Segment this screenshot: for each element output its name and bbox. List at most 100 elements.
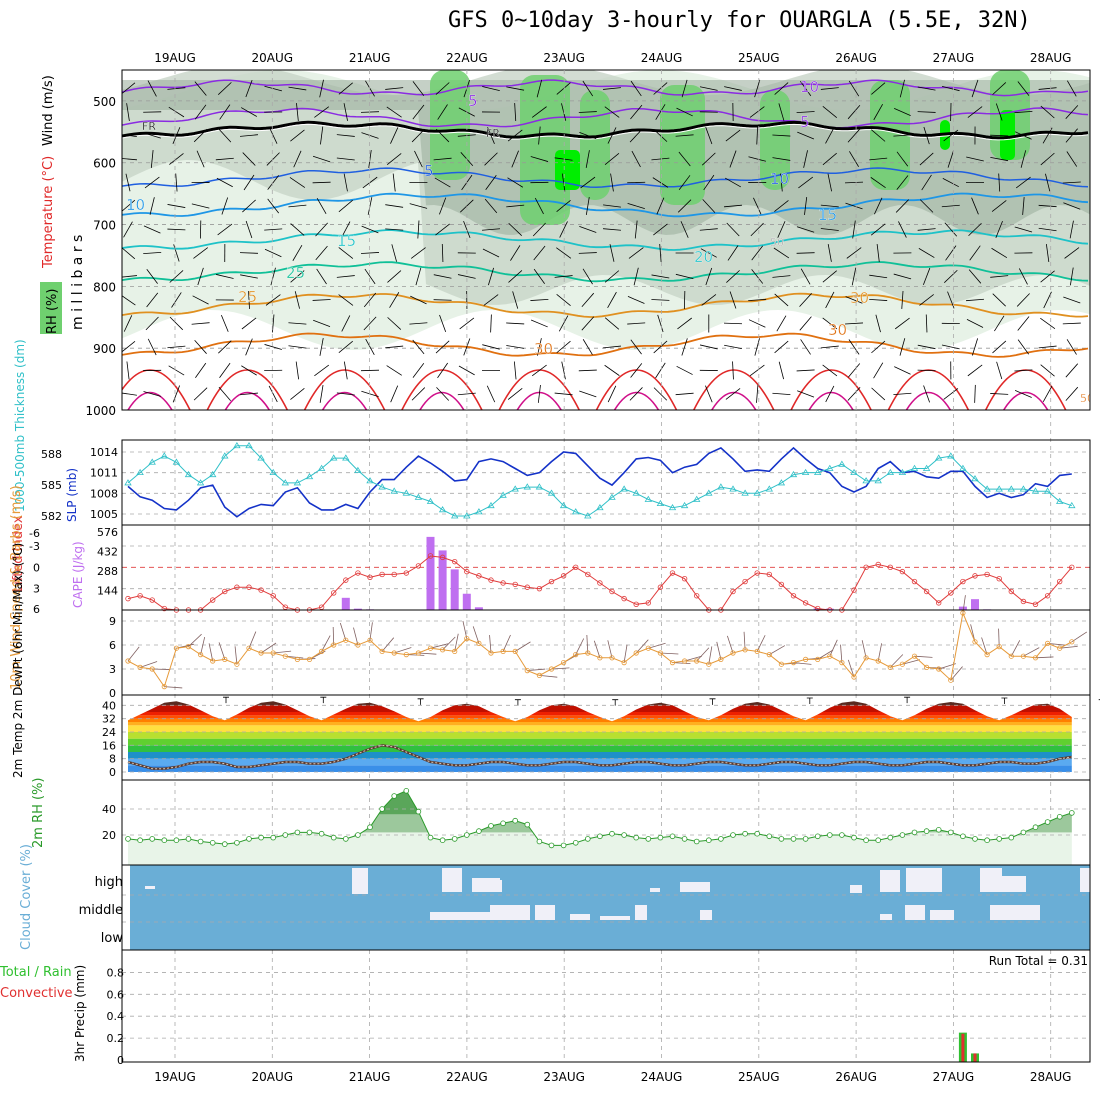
wind-barb: [1069, 220, 1074, 239]
cloud-axis-label: Cloud Cover (%): [19, 844, 34, 950]
date-label-top: 26AUG: [835, 51, 877, 65]
date-label-bottom: 20AUG: [252, 1070, 294, 1084]
wind-axis-label: 10m Wind Speed & Barbs (m/s): [9, 485, 24, 690]
temp-color-band: [128, 701, 1072, 706]
rh-point: [500, 820, 506, 827]
wind-barb: [312, 299, 331, 301]
wind-barb: [290, 129, 305, 142]
thickness-point: [208, 470, 217, 478]
rh-area-mid: [128, 790, 1072, 833]
isotherm-40: [419, 391, 465, 410]
cloud-cover-gap: [906, 868, 942, 892]
wind-barb: [773, 247, 790, 259]
wind-barb: [193, 387, 208, 401]
wind-speed-point: [476, 640, 482, 647]
wind-barb: [195, 362, 207, 379]
lifted-index-point: [766, 571, 772, 578]
wind-barb: [1038, 87, 1057, 90]
lifted-index-point: [1056, 578, 1063, 585]
wind-barb-10m: [394, 647, 412, 654]
wind-barb: [585, 197, 590, 215]
contour-label: 25: [286, 264, 305, 282]
rh-point: [1032, 824, 1039, 830]
contour-label: 15: [337, 232, 356, 250]
wind-barb: [651, 157, 670, 161]
wind-barb: [630, 339, 642, 355]
wind-barb: [239, 252, 259, 254]
wind-barb: [847, 387, 861, 401]
wind-barb: [338, 247, 354, 259]
wind-barb: [534, 197, 544, 215]
wind-speed-point: [754, 648, 760, 655]
rh-point: [693, 838, 700, 845]
li-tick-label: 6: [33, 603, 40, 616]
lifted-index-point: [681, 576, 688, 582]
wind-barb-10m: [200, 636, 206, 655]
lifted-index-point: [536, 585, 543, 592]
wind-barb: [437, 362, 449, 379]
wind-barb: [554, 392, 573, 396]
wind-barb: [727, 245, 739, 261]
wind-barb: [967, 364, 983, 377]
temp-color-band: [128, 715, 1072, 719]
wind-barb: [893, 273, 912, 280]
wind-barb: [482, 344, 500, 350]
wind-barb: [1062, 322, 1081, 325]
slp-line: [127, 446, 1072, 518]
lifted-index-point: [246, 584, 252, 590]
wind-barb: [313, 319, 331, 328]
wind-barb: [1065, 363, 1079, 378]
wind-barb: [487, 127, 495, 144]
lifted-index-point: [427, 553, 434, 559]
wind-barb: [772, 157, 791, 161]
cloud-cover-gap: [535, 905, 555, 920]
rh-point: [1056, 813, 1063, 820]
wind-barb-10m: [418, 652, 437, 655]
wind-barb: [435, 128, 450, 143]
wind-barb-10m: [551, 667, 570, 670]
wind-speed-point: [669, 659, 676, 666]
wind-barb: [870, 223, 886, 236]
wind-barb-10m: [514, 641, 531, 652]
wind-barb: [561, 173, 566, 192]
lifted-index-point: [790, 593, 797, 599]
cape-bar: [353, 608, 362, 610]
wind-barb: [290, 387, 305, 400]
rh-point: [294, 829, 301, 836]
wind-barb: [732, 361, 734, 380]
wind-speed-point: [512, 648, 518, 655]
rh-point: [826, 832, 833, 838]
wind-barb-10m: [635, 639, 649, 654]
wind-barb: [1014, 390, 1032, 398]
contour-label: 10: [770, 170, 789, 188]
lifted-index-point: [887, 564, 893, 571]
rh-point: [439, 837, 446, 843]
wind-barb: [774, 293, 789, 307]
wind-speed-point: [355, 642, 361, 648]
wind-barb: [800, 339, 811, 355]
lifted-index-point: [1008, 588, 1014, 595]
cape-bar: [426, 536, 435, 610]
wind-barb: [296, 103, 299, 122]
wind-barb: [1042, 385, 1053, 402]
wind-barb: [869, 157, 888, 161]
temp-color-band: [128, 725, 1072, 732]
wind-barb: [756, 126, 759, 145]
wind-barb: [797, 131, 815, 140]
precip-convective-bar: [973, 1053, 977, 1062]
wind-barb: [390, 127, 399, 144]
isotherm-minus5: [122, 107, 1089, 129]
wind-speed-point: [657, 650, 664, 656]
wind-speed-point: [839, 659, 845, 666]
date-label-top: 22AUG: [446, 51, 488, 65]
wind-barb-10m: [539, 675, 558, 678]
thickness-point: [535, 483, 544, 490]
wind-barb-10m: [1035, 656, 1054, 659]
wind-barb: [922, 267, 931, 286]
wind-barb: [343, 103, 348, 121]
cloud-cover-gap: [600, 916, 630, 920]
rh-point: [367, 824, 373, 830]
wind-barb-10m: [472, 626, 480, 644]
wind-barb: [363, 292, 377, 308]
wind-barb: [1015, 131, 1032, 140]
